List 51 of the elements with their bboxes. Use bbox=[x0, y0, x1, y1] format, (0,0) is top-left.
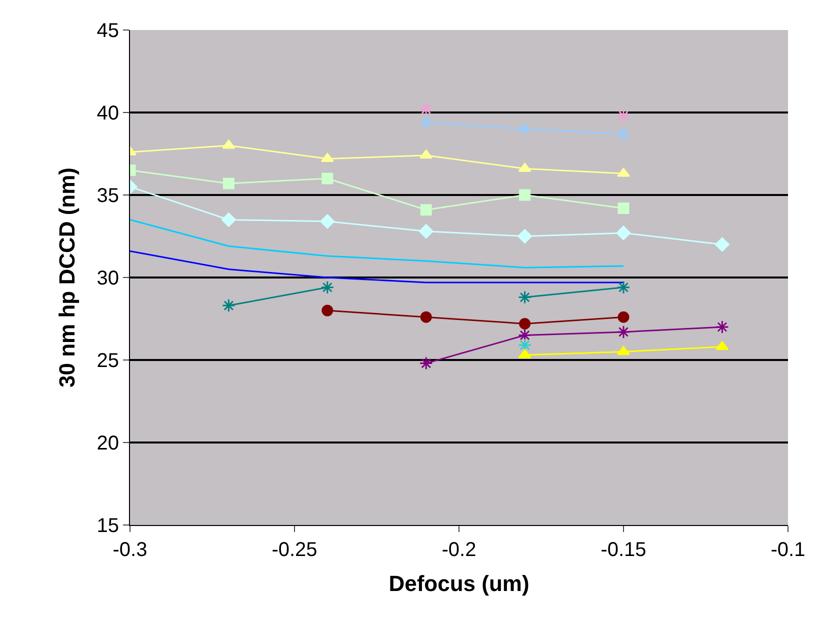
point bbox=[320, 280, 334, 294]
point bbox=[618, 311, 630, 323]
point bbox=[518, 162, 532, 172]
point bbox=[222, 140, 236, 149]
point bbox=[222, 178, 234, 190]
point bbox=[616, 280, 630, 294]
point bbox=[714, 237, 730, 252]
point bbox=[322, 304, 334, 316]
point bbox=[420, 204, 432, 216]
point bbox=[616, 325, 630, 339]
point bbox=[420, 150, 433, 159]
point bbox=[518, 229, 532, 244]
y-tick-label: 20 bbox=[96, 432, 119, 454]
y-axis-title: 30 nm hp DCCD (nm) bbox=[54, 168, 80, 388]
point bbox=[519, 189, 531, 201]
point bbox=[320, 214, 335, 229]
line-series bbox=[130, 250, 624, 284]
y-tick-label: 35 bbox=[96, 185, 119, 207]
point bbox=[221, 212, 236, 227]
point bbox=[322, 172, 334, 184]
point bbox=[222, 298, 236, 312]
x-axis-title: Defocus (um) bbox=[388, 570, 530, 596]
y-tick-label: 30 bbox=[96, 268, 119, 290]
point bbox=[518, 328, 532, 342]
point bbox=[518, 338, 532, 352]
x-tick-label: -0.1 bbox=[770, 539, 806, 561]
point bbox=[616, 127, 630, 141]
point bbox=[616, 109, 630, 123]
point bbox=[419, 116, 433, 130]
point bbox=[716, 341, 729, 350]
y-tick-label: 45 bbox=[96, 20, 119, 42]
x-tick-label: -0.15 bbox=[600, 539, 646, 561]
point bbox=[418, 224, 434, 239]
y-tick-label: 25 bbox=[96, 350, 119, 372]
point bbox=[518, 122, 532, 136]
point bbox=[420, 311, 432, 323]
point bbox=[518, 349, 532, 358]
y-tick-label: 15 bbox=[96, 515, 119, 537]
point bbox=[618, 202, 630, 214]
point bbox=[519, 318, 531, 330]
point bbox=[419, 356, 433, 370]
x-tick-label: -0.3 bbox=[112, 539, 148, 561]
point bbox=[715, 320, 729, 334]
y-tick-label: 40 bbox=[96, 102, 119, 124]
x-tick-label: -0.25 bbox=[272, 539, 318, 561]
point bbox=[616, 226, 631, 240]
line-series bbox=[130, 219, 624, 268]
x-tick-label: -0.2 bbox=[442, 539, 476, 561]
point bbox=[419, 102, 433, 116]
point bbox=[518, 290, 532, 304]
point bbox=[320, 152, 334, 162]
